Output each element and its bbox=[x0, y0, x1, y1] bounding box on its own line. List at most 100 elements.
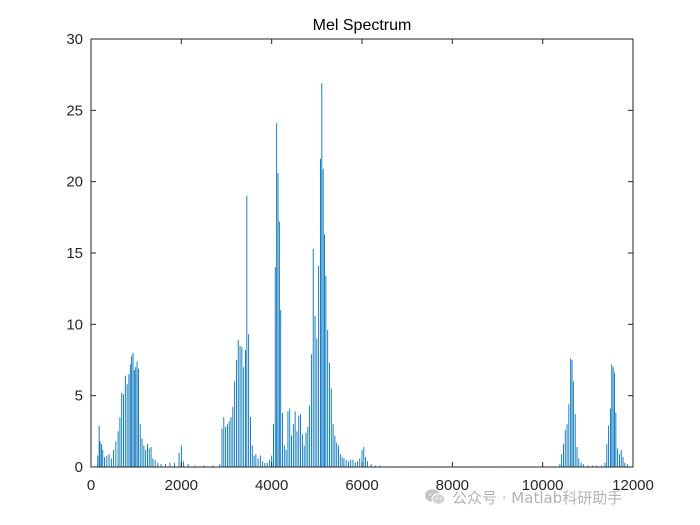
bar-40 bbox=[180, 445, 182, 467]
bar-148 bbox=[576, 447, 578, 467]
bar-121 bbox=[357, 461, 358, 467]
bar-83 bbox=[287, 411, 289, 467]
bar-31 bbox=[150, 447, 152, 467]
x-tick-label-6: 12000 bbox=[612, 477, 654, 494]
bar-32 bbox=[152, 458, 154, 467]
bar-59 bbox=[243, 367, 245, 467]
bar-53 bbox=[232, 407, 234, 467]
bar-108 bbox=[330, 388, 332, 467]
bar-63 bbox=[249, 417, 251, 467]
bar-141 bbox=[564, 429, 566, 467]
bar-61 bbox=[246, 195, 248, 467]
bar-19 bbox=[131, 355, 133, 467]
bar-116 bbox=[345, 459, 347, 467]
x-tick-label-1: 2000 bbox=[165, 477, 198, 494]
bar-89 bbox=[298, 415, 300, 467]
y-tick-label-6: 30 bbox=[66, 31, 83, 48]
bar-144 bbox=[570, 358, 572, 467]
bar-109 bbox=[332, 424, 334, 467]
bar-88 bbox=[296, 431, 298, 467]
bar-154 bbox=[596, 465, 598, 467]
bar-1 bbox=[98, 425, 100, 467]
x-tick-label-4: 8000 bbox=[436, 477, 469, 494]
bar-150 bbox=[580, 462, 582, 467]
bar-41 bbox=[183, 461, 185, 467]
bar-76 bbox=[276, 123, 278, 468]
bar-152 bbox=[587, 465, 589, 467]
bar-2 bbox=[99, 441, 101, 467]
bar-10 bbox=[115, 441, 117, 467]
bar-112 bbox=[338, 445, 339, 467]
bar-86 bbox=[292, 424, 294, 467]
bar-127 bbox=[370, 464, 372, 467]
bar-26 bbox=[141, 438, 143, 467]
bar-145 bbox=[571, 360, 573, 467]
bar-44 bbox=[203, 465, 205, 467]
bar-45 bbox=[212, 465, 214, 467]
bar-3 bbox=[100, 444, 102, 467]
x-tick-label-5: 10000 bbox=[522, 477, 564, 494]
bar-60 bbox=[245, 350, 246, 467]
bar-75 bbox=[274, 267, 276, 467]
bar-51 bbox=[228, 421, 230, 467]
bar-91 bbox=[301, 434, 303, 467]
bar-38 bbox=[174, 462, 176, 467]
bar-103 bbox=[322, 168, 324, 467]
bar-24 bbox=[137, 368, 139, 467]
bar-35 bbox=[160, 464, 162, 467]
bar-128 bbox=[375, 465, 376, 467]
bar-6 bbox=[106, 455, 108, 467]
bar-117 bbox=[348, 461, 349, 467]
bar-42 bbox=[187, 464, 189, 467]
bar-28 bbox=[145, 449, 147, 467]
bar-9 bbox=[113, 449, 115, 467]
y-tick-label-3: 15 bbox=[66, 245, 83, 262]
bar-34 bbox=[157, 462, 159, 467]
bar-82 bbox=[285, 449, 287, 467]
bar-52 bbox=[230, 417, 232, 467]
bar-49 bbox=[225, 427, 227, 467]
bar-50 bbox=[226, 424, 228, 467]
x-tick-label-3: 6000 bbox=[345, 477, 378, 494]
y-tick-label-2: 10 bbox=[66, 316, 83, 333]
bar-15 bbox=[124, 375, 126, 467]
bar-27 bbox=[143, 445, 145, 467]
bar-4 bbox=[102, 449, 104, 467]
bar-14 bbox=[123, 394, 124, 467]
bar-110 bbox=[334, 435, 336, 467]
bar-85 bbox=[291, 435, 292, 467]
bar-95 bbox=[309, 405, 311, 467]
bar-155 bbox=[600, 465, 602, 467]
x-tick-label-0: 0 bbox=[87, 477, 95, 494]
bar-7 bbox=[108, 454, 110, 467]
bar-106 bbox=[327, 330, 329, 467]
bar-97 bbox=[312, 248, 314, 467]
bar-157 bbox=[606, 444, 608, 467]
bar-156 bbox=[604, 462, 606, 467]
bar-11 bbox=[117, 431, 119, 467]
bar-124 bbox=[363, 447, 365, 467]
bar-72 bbox=[268, 459, 270, 467]
bar-94 bbox=[307, 427, 309, 467]
bar-21 bbox=[133, 369, 135, 467]
bar-22 bbox=[135, 367, 137, 467]
bar-122 bbox=[359, 458, 361, 467]
bar-37 bbox=[169, 462, 171, 467]
bar-113 bbox=[339, 454, 341, 467]
bar-90 bbox=[300, 414, 302, 467]
bar-142 bbox=[566, 424, 568, 467]
bar-57 bbox=[239, 345, 241, 467]
bar-119 bbox=[352, 459, 354, 467]
bar-36 bbox=[165, 464, 166, 467]
bar-104 bbox=[324, 234, 325, 467]
bar-81 bbox=[283, 445, 285, 467]
bar-47 bbox=[221, 428, 223, 467]
bar-102 bbox=[321, 83, 323, 467]
bar-23 bbox=[136, 361, 138, 467]
bar-43 bbox=[194, 465, 196, 467]
bar-107 bbox=[329, 362, 330, 467]
bar-120 bbox=[354, 462, 356, 467]
wechat-icon bbox=[425, 489, 446, 505]
bar-92 bbox=[303, 445, 305, 467]
bar-12 bbox=[119, 417, 121, 467]
